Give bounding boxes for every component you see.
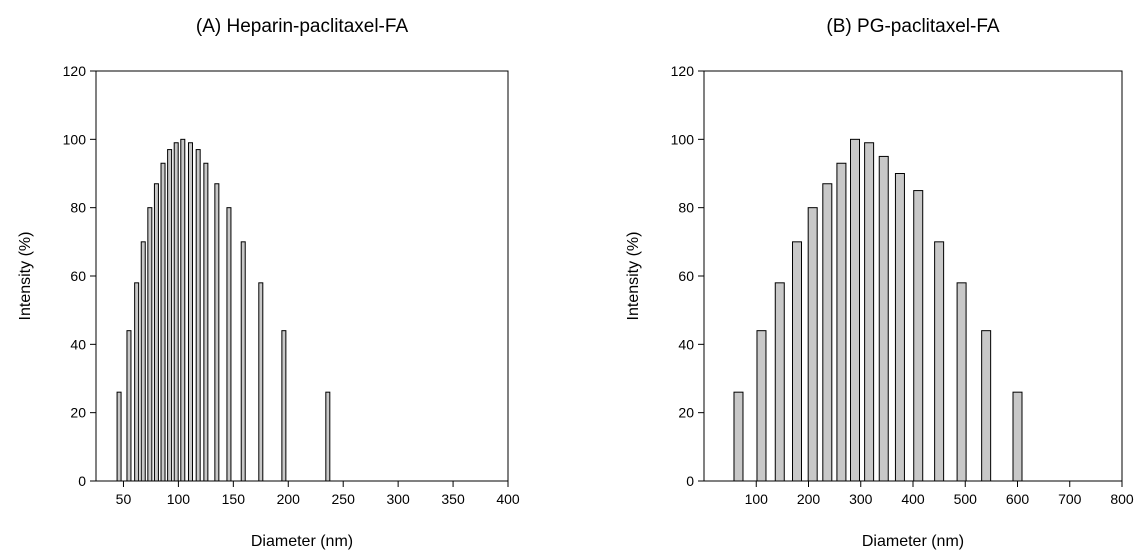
bar bbox=[756, 330, 767, 482]
bar bbox=[203, 162, 209, 482]
y-tick-label: 40 bbox=[678, 336, 694, 352]
bar bbox=[894, 173, 905, 482]
x-tick-label: 300 bbox=[386, 491, 410, 507]
y-tick-label: 60 bbox=[70, 268, 86, 284]
bar bbox=[913, 190, 924, 482]
y-tick-label: 40 bbox=[70, 336, 86, 352]
bar bbox=[792, 241, 803, 482]
bar bbox=[195, 149, 201, 482]
y-tick-label: 80 bbox=[678, 200, 694, 216]
y-tick-label: 80 bbox=[70, 200, 86, 216]
x-tick-label: 50 bbox=[116, 491, 132, 507]
y-tick-label: 120 bbox=[671, 63, 695, 79]
bar bbox=[167, 149, 173, 482]
chart-panel-a: (A) Heparin-paclitaxel-FA 0 20 40 60 80 100 12… bbox=[0, 0, 560, 558]
y-tick-label: 100 bbox=[63, 131, 87, 147]
y-tick-label: 0 bbox=[78, 473, 86, 489]
bar bbox=[226, 207, 232, 482]
bar bbox=[934, 241, 945, 482]
bar bbox=[733, 391, 744, 482]
y-tick-label: 60 bbox=[678, 268, 694, 284]
bar bbox=[850, 138, 861, 482]
chart-title-a: (A) Heparin-paclitaxel-FA bbox=[195, 16, 409, 37]
x-tick-label: 100 bbox=[167, 491, 191, 507]
bar bbox=[981, 330, 992, 482]
x-tick-label: 300 bbox=[849, 491, 873, 507]
x-tick-label: 100 bbox=[745, 491, 769, 507]
bar bbox=[807, 207, 818, 482]
x-tick-label: 800 bbox=[1110, 491, 1134, 507]
chart-title-b: (B) PG-paclitaxel-FA bbox=[826, 16, 1000, 37]
x-tick-label: 700 bbox=[1058, 491, 1082, 507]
y-tick-label: 120 bbox=[63, 63, 87, 79]
y-axis-label: Intensity (%) bbox=[625, 232, 642, 321]
x-axis-label: Diameter (nm) bbox=[862, 533, 964, 550]
bar bbox=[160, 162, 166, 482]
bar bbox=[214, 183, 220, 482]
bar bbox=[774, 282, 785, 482]
bar bbox=[173, 142, 179, 482]
x-tick-label: 400 bbox=[901, 491, 925, 507]
bar bbox=[116, 391, 122, 482]
bar bbox=[140, 241, 146, 482]
bar bbox=[258, 282, 264, 482]
y-tick-label: 20 bbox=[70, 405, 86, 421]
bar bbox=[1012, 391, 1023, 482]
x-tick-label: 600 bbox=[1006, 491, 1030, 507]
bar bbox=[281, 330, 287, 482]
bar bbox=[325, 391, 331, 482]
bar-chart-a: 0 20 40 60 80 100 120 50 100 150 200 250 300 350 400 Di… bbox=[17, 63, 520, 550]
x-tick-label: 500 bbox=[954, 491, 978, 507]
plot-frame bbox=[703, 70, 1123, 482]
x-tick-label: 200 bbox=[277, 491, 301, 507]
y-tick-label: 20 bbox=[678, 405, 694, 421]
bar bbox=[134, 282, 140, 482]
bar bbox=[836, 162, 847, 482]
x-tick-label: 250 bbox=[332, 491, 356, 507]
x-tick-label: 400 bbox=[496, 491, 520, 507]
bar bbox=[153, 183, 159, 482]
bar bbox=[147, 207, 153, 482]
x-tick-label: 150 bbox=[222, 491, 246, 507]
x-tick-label: 200 bbox=[797, 491, 821, 507]
bar bbox=[822, 183, 833, 482]
bar bbox=[878, 155, 889, 482]
y-tick-label: 0 bbox=[686, 473, 694, 489]
chart-panel-b: (B) PG-paclitaxel-FA 0 20 40 60 80 100 120 100 2… bbox=[600, 0, 1143, 558]
y-axis-label: Intensity (%) bbox=[17, 232, 34, 321]
bar bbox=[864, 142, 875, 482]
x-tick-label: 350 bbox=[441, 491, 465, 507]
bar bbox=[240, 241, 246, 482]
bar-chart-b: 0 20 40 60 80 100 120 100 200 300 400 500 600 700 800 D… bbox=[625, 63, 1134, 550]
bar bbox=[187, 142, 193, 482]
bar bbox=[126, 330, 132, 482]
bar bbox=[956, 282, 967, 482]
x-axis-label: Diameter (nm) bbox=[251, 533, 353, 550]
bar bbox=[180, 138, 186, 482]
y-tick-label: 100 bbox=[671, 131, 695, 147]
